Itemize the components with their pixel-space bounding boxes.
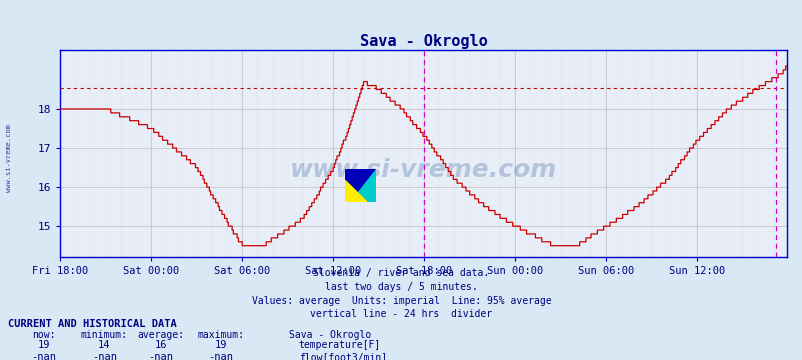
Text: now:: now: bbox=[32, 330, 56, 341]
Text: average:: average: bbox=[137, 330, 184, 341]
Text: temperature[F]: temperature[F] bbox=[298, 340, 380, 350]
Text: CURRENT AND HISTORICAL DATA: CURRENT AND HISTORICAL DATA bbox=[8, 319, 176, 329]
Text: Sava - Okroglo: Sava - Okroglo bbox=[289, 330, 371, 341]
Text: 14: 14 bbox=[98, 340, 111, 350]
Text: vertical line - 24 hrs  divider: vertical line - 24 hrs divider bbox=[310, 309, 492, 319]
Text: www.si-vreme.com: www.si-vreme.com bbox=[6, 125, 12, 192]
Text: minimum:: minimum: bbox=[81, 330, 128, 341]
Polygon shape bbox=[345, 180, 367, 202]
Text: Slovenia / river and sea data.: Slovenia / river and sea data. bbox=[313, 268, 489, 278]
Polygon shape bbox=[350, 169, 375, 202]
Text: last two days / 5 minutes.: last two days / 5 minutes. bbox=[325, 282, 477, 292]
Text: 19: 19 bbox=[214, 340, 227, 350]
Text: -nan: -nan bbox=[208, 352, 233, 360]
Text: -nan: -nan bbox=[91, 352, 117, 360]
Title: Sava - Okroglo: Sava - Okroglo bbox=[359, 34, 487, 49]
Text: Values: average  Units: imperial  Line: 95% average: Values: average Units: imperial Line: 95… bbox=[251, 296, 551, 306]
Text: www.si-vreme.com: www.si-vreme.com bbox=[290, 158, 557, 183]
Text: flow[foot3/min]: flow[foot3/min] bbox=[298, 352, 387, 360]
Text: 16: 16 bbox=[154, 340, 167, 350]
Text: maximum:: maximum: bbox=[197, 330, 244, 341]
Text: 19: 19 bbox=[38, 340, 51, 350]
Text: -nan: -nan bbox=[148, 352, 173, 360]
Text: -nan: -nan bbox=[31, 352, 57, 360]
